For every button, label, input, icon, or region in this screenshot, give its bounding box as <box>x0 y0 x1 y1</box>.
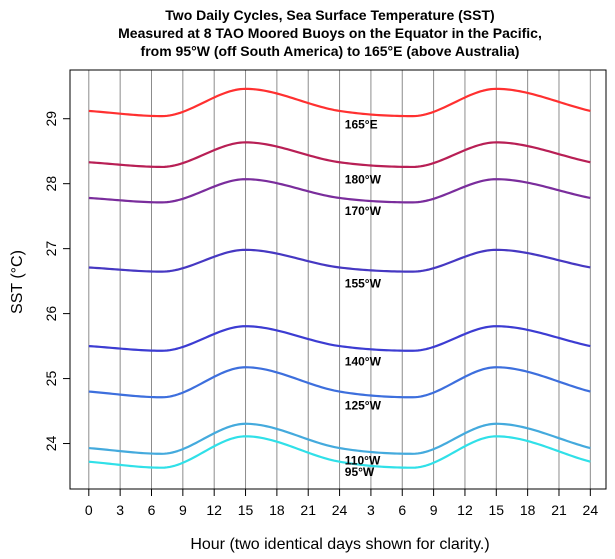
y-axis-title: SST (°C) <box>9 250 26 314</box>
x-tick-label: 18 <box>520 502 536 518</box>
series-lines <box>88 87 591 469</box>
series-line <box>88 141 591 169</box>
x-axis: 0 3 6 9 12 15 18 21 24 3 6 9 12 15 18 21 24 <box>85 488 599 518</box>
x-tick-label: 6 <box>148 502 156 518</box>
x-tick-label: 21 <box>551 502 567 518</box>
series-label: 125°W <box>345 399 382 413</box>
series-line <box>88 435 591 469</box>
series-line <box>88 366 591 399</box>
y-tick-label: 29 <box>43 111 59 127</box>
series-label: 140°W <box>345 355 382 369</box>
x-tick-label: 3 <box>367 502 375 518</box>
grid-lines <box>88 70 591 489</box>
series-label: 110°W <box>345 453 381 467</box>
series-line <box>88 248 591 273</box>
series-line <box>88 325 591 352</box>
x-tick-label: 15 <box>489 502 505 518</box>
plot-frame <box>69 69 607 490</box>
x-tick-label: 21 <box>300 502 316 518</box>
series-label: 95°W <box>345 465 375 479</box>
series-label: 170°W <box>345 204 382 218</box>
chart-title: Two Daily Cycles, Sea Surface Temperatur… <box>118 7 542 59</box>
series-labels: 165°E 180°W 170°W 155°W 140°W 125°W 110°W95°W <box>345 117 382 479</box>
series-line <box>88 87 591 118</box>
y-tick-label: 27 <box>43 241 59 257</box>
series-label: 155°W <box>345 277 382 291</box>
title-line-3: from 95°W (off South America) to 165°E (… <box>141 43 520 59</box>
y-tick-label: 25 <box>43 371 59 387</box>
series-line <box>88 178 591 204</box>
x-tick-label: 0 <box>85 502 93 518</box>
x-tick-label: 9 <box>179 502 187 518</box>
x-tick-label: 3 <box>116 502 124 518</box>
x-tick-label: 24 <box>332 502 348 518</box>
title-line-1: Two Daily Cycles, Sea Surface Temperatur… <box>165 7 494 23</box>
y-tick-label: 24 <box>43 436 59 452</box>
y-tick-label: 28 <box>43 176 59 192</box>
x-tick-label: 24 <box>583 502 599 518</box>
x-tick-label: 9 <box>430 502 438 518</box>
series-label: 165°E <box>345 117 378 131</box>
series-line <box>88 422 591 455</box>
x-tick-label: 15 <box>238 502 254 518</box>
series-label: 180°W <box>345 173 382 187</box>
x-tick-label: 12 <box>457 502 473 518</box>
x-tick-label: 12 <box>206 502 222 518</box>
title-line-2: Measured at 8 TAO Moored Buoys on the Eq… <box>118 25 542 41</box>
y-tick-label: 26 <box>43 306 59 322</box>
x-tick-label: 18 <box>269 502 285 518</box>
x-tick-label: 6 <box>398 502 406 518</box>
y-axis: 24 25 26 27 28 29 <box>43 111 71 452</box>
x-axis-title: Hour (two identical days shown for clari… <box>190 536 489 553</box>
